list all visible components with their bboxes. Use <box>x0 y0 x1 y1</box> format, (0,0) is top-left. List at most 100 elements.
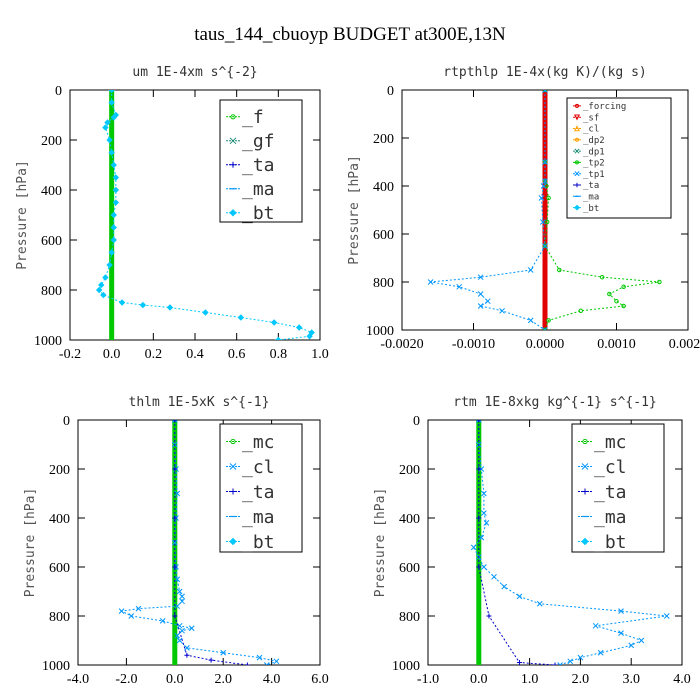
x-tick-label: -2.0 <box>115 672 137 687</box>
data-point <box>663 613 670 619</box>
data-point <box>112 174 120 181</box>
data-point <box>476 613 482 619</box>
data-point <box>476 577 482 582</box>
data-point <box>109 287 114 293</box>
data-point <box>106 261 113 269</box>
x-tick-label: 0.0020 <box>669 337 700 352</box>
data-point <box>578 308 583 314</box>
data-point <box>172 626 178 631</box>
data-point <box>109 300 114 305</box>
legend-label: _dp2 <box>583 136 605 146</box>
legend: _f _gf _ta _ma _bt <box>219 99 303 224</box>
data-point <box>172 442 178 447</box>
legend-marker <box>574 160 580 165</box>
x-tick-label: 1.0 <box>521 672 539 687</box>
y-tick-label: 400 <box>399 512 420 527</box>
x-tick-label: -0.0020 <box>380 337 423 352</box>
data-point <box>542 303 548 309</box>
data-point <box>542 327 548 330</box>
y-axis-label: Pressure [hPa] <box>15 160 30 270</box>
data-point <box>618 630 624 637</box>
data-point <box>308 329 315 336</box>
data-point <box>476 626 482 631</box>
data-point <box>112 186 120 194</box>
data-point <box>540 219 546 225</box>
data-point <box>184 652 190 658</box>
data-point <box>542 90 548 93</box>
data-point <box>491 573 497 580</box>
data-point <box>166 304 174 311</box>
y-tick-label: 200 <box>373 132 394 147</box>
legend-marker <box>230 488 236 495</box>
data-point <box>542 159 548 165</box>
data-point <box>544 219 550 225</box>
legend-marker <box>574 103 580 108</box>
data-point <box>112 199 120 206</box>
data-point <box>483 520 490 526</box>
data-point <box>476 515 482 521</box>
data-point <box>172 420 178 423</box>
data-point <box>109 125 114 130</box>
data-point <box>476 589 482 594</box>
data-point <box>516 593 523 600</box>
x-tick-label: 2.0 <box>572 672 590 687</box>
legend-label: _bt <box>242 532 275 553</box>
legend-marker <box>574 204 580 211</box>
data-point <box>108 249 115 256</box>
data-point <box>536 600 543 607</box>
y-tick-label: 800 <box>49 610 70 625</box>
legend-box <box>219 423 303 553</box>
panel-4: rtm 1E-8xkg kg^{-1} s^{-1} Pressure [hPa]… <box>373 395 691 687</box>
legend-label: _f <box>242 107 264 128</box>
data-point <box>470 544 477 551</box>
data-point <box>95 286 103 294</box>
data-point <box>597 649 604 656</box>
data-point <box>256 654 263 661</box>
data-point <box>174 576 181 583</box>
data-point <box>542 243 548 249</box>
data-point <box>306 333 313 340</box>
data-point <box>476 601 482 606</box>
x-tick-label: 4.0 <box>263 672 281 687</box>
y-tick-label: 600 <box>49 561 70 576</box>
legend-marker <box>574 137 580 142</box>
data-point <box>172 564 178 570</box>
panel-title: um 1E-4xm s^{-2} <box>132 65 257 80</box>
data-point <box>171 539 178 546</box>
data-point <box>657 279 662 285</box>
y-tick-label: 1000 <box>392 659 420 674</box>
data-point <box>477 291 484 297</box>
legend-box <box>571 423 665 553</box>
data-point <box>172 466 178 472</box>
data-point <box>542 315 548 321</box>
data-point <box>456 283 463 290</box>
data-point <box>621 284 626 290</box>
data-point <box>270 319 278 326</box>
data-point <box>179 598 185 605</box>
legend-label: _mc <box>242 432 275 453</box>
data-point <box>109 275 114 280</box>
x-tick-label: 6.0 <box>311 672 329 687</box>
data-point <box>614 298 619 304</box>
data-point <box>542 207 548 213</box>
data-point <box>542 231 548 237</box>
data-point <box>104 119 111 126</box>
data-point <box>427 279 434 285</box>
data-point <box>527 317 534 324</box>
data-point <box>128 613 135 619</box>
data-point <box>244 662 250 665</box>
x-tick-label: 2.0 <box>214 672 232 687</box>
data-point <box>172 515 178 521</box>
data-point <box>542 267 548 273</box>
panel-title: thlm 1E-5xK s^{-1} <box>129 395 270 410</box>
data-point <box>618 608 624 614</box>
data-point <box>179 593 185 600</box>
data-point <box>174 603 181 610</box>
legend-marker <box>582 488 588 495</box>
data-point <box>621 303 626 309</box>
y-tick-label: 600 <box>399 561 420 576</box>
data-point <box>476 479 482 484</box>
data-point <box>567 658 574 665</box>
data-point <box>499 307 505 314</box>
